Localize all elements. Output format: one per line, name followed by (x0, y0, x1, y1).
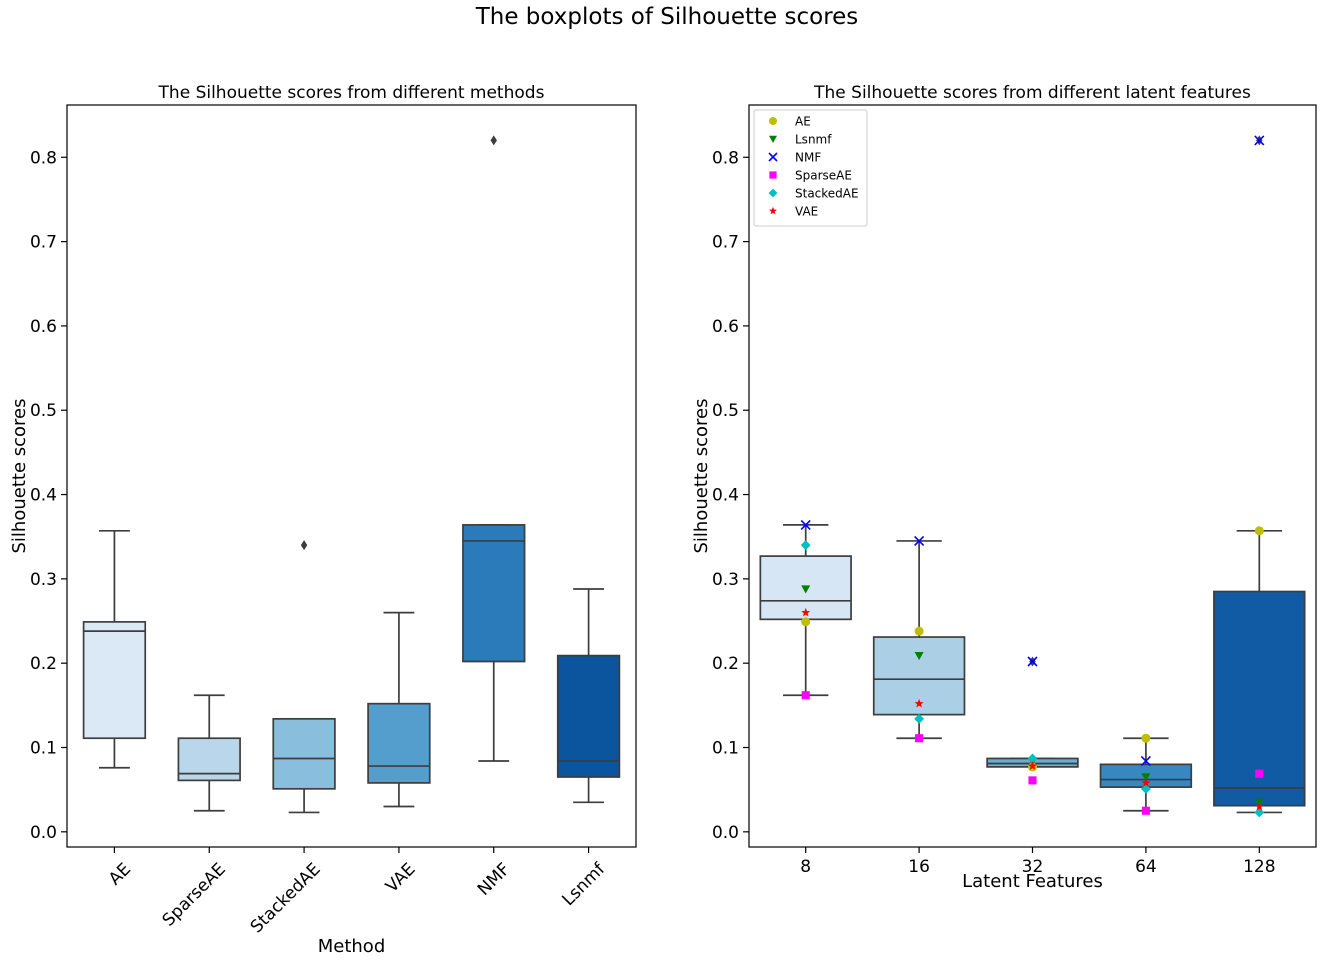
plot-frame (66, 104, 637, 848)
legend-marker-VAE (769, 206, 777, 215)
x-tick-label: 16 (908, 857, 930, 877)
legend-marker-Lsnmf (769, 135, 777, 143)
legend-box (753, 109, 868, 227)
y-tick-label: 0.8 (30, 148, 57, 168)
y-tick-label: 0.5 (712, 401, 739, 421)
y-tick-label: 0.0 (712, 823, 739, 843)
y-tick-label: 0.2 (712, 654, 739, 674)
chart-panel-1: The Silhouette scores from different met… (9, 83, 637, 957)
box-32 (986, 656, 1079, 768)
y-axis-label: Silhouette scores (691, 399, 712, 554)
x-tick-label: SparseAE (159, 859, 230, 930)
box-body (367, 702, 431, 784)
point-NMF (1027, 656, 1038, 667)
box-VAE (367, 611, 431, 808)
legend-label: SparseAE (795, 169, 852, 183)
y-tick-label: 0.4 (30, 486, 57, 506)
point-VAE (1254, 801, 1264, 811)
point-VAE (914, 698, 924, 708)
point-AE (1254, 526, 1264, 536)
panel-title: The Silhouette scores from different lat… (813, 83, 1251, 103)
point-Lsnmf (914, 651, 924, 661)
point-AE (801, 617, 811, 627)
point-SparseAE (915, 734, 924, 743)
legend-label: Lsnmf (795, 133, 832, 147)
point-VAE (801, 607, 811, 617)
point-SparseAE (1141, 806, 1150, 815)
box-AE (82, 529, 147, 769)
legend-label: VAE (795, 205, 818, 219)
box-body (82, 621, 147, 740)
x-tick-label: Lsnmf (558, 859, 609, 910)
point-StackedAE (1027, 753, 1038, 764)
x-tick-label: VAE (382, 859, 419, 896)
box-SparseAE (177, 694, 241, 812)
point-SparseAE (801, 691, 810, 700)
x-tick-label: StackedAE (247, 859, 325, 937)
y-tick-label: 0.3 (30, 570, 57, 590)
x-tick-label: 64 (1135, 857, 1157, 877)
y-tick-label: 0.5 (30, 401, 57, 421)
legend: AE Lsnmf NMF SparseAE StackedAE VAE (753, 109, 868, 227)
point-StackedAE (914, 713, 925, 724)
point-NMF (800, 519, 811, 530)
point-AE (914, 626, 924, 636)
x-tick-label: AE (105, 859, 135, 889)
point-NMF (1254, 135, 1265, 146)
point-VAE (1141, 778, 1151, 787)
y-tick-label: 0.0 (30, 823, 57, 843)
x-axis-label: Method (318, 936, 386, 957)
legend-marker-SparseAE (769, 171, 777, 179)
scatter-points (800, 135, 1265, 818)
y-tick-label: 0.2 (30, 654, 57, 674)
box-Lsnmf (556, 588, 621, 804)
legend-label: StackedAE (795, 187, 859, 201)
panel-title: The Silhouette scores from different met… (158, 83, 545, 103)
legend-marker-StackedAE (768, 188, 778, 198)
box-body (556, 654, 621, 778)
point-NMF (914, 535, 925, 546)
box-body (272, 717, 336, 790)
point-Lsnmf (801, 585, 811, 594)
x-tick-label: 8 (800, 857, 811, 877)
point-StackedAE (1254, 807, 1265, 818)
x-tick-label: 32 (1022, 857, 1044, 877)
legend-label: NMF (795, 151, 821, 165)
legend-marker-NMF (768, 152, 778, 162)
point-VAE (1028, 761, 1037, 770)
y-tick-label: 0.7 (712, 233, 739, 253)
box-StackedAE (272, 540, 336, 814)
box-body (462, 524, 526, 663)
figure-title: The boxplots of Silhouette scores (475, 4, 859, 30)
box-16 (872, 540, 966, 740)
y-tick-label: 0.8 (712, 148, 739, 168)
y-tick-label: 0.6 (30, 317, 57, 337)
x-tick-label: 128 (1243, 857, 1275, 877)
box-NMF (462, 135, 526, 762)
outlier-point (300, 540, 308, 551)
point-StackedAE (800, 540, 811, 551)
point-SparseAE (1028, 776, 1037, 785)
legend-marker-AE (769, 117, 777, 125)
y-tick-label: 0.3 (712, 570, 739, 590)
y-tick-label: 0.1 (30, 739, 57, 759)
outlier-point (490, 135, 497, 146)
point-Lsnmf (1141, 773, 1151, 782)
y-tick-label: 0.7 (30, 233, 57, 253)
legend-label: AE (795, 115, 811, 129)
chart-panel-2: The Silhouette scores from different lat… (691, 83, 1317, 892)
x-tick-label: NMF (474, 859, 514, 899)
y-tick-label: 0.4 (712, 486, 739, 506)
point-SparseAE (1255, 769, 1264, 778)
x-axis-label: Latent Features (962, 871, 1103, 892)
y-tick-label: 0.6 (712, 317, 739, 337)
y-axis-label: Silhouette scores (9, 399, 30, 554)
point-NMF (1140, 755, 1151, 767)
point-AE (1141, 733, 1151, 743)
y-tick-label: 0.1 (712, 739, 739, 759)
box-128 (1213, 135, 1306, 814)
